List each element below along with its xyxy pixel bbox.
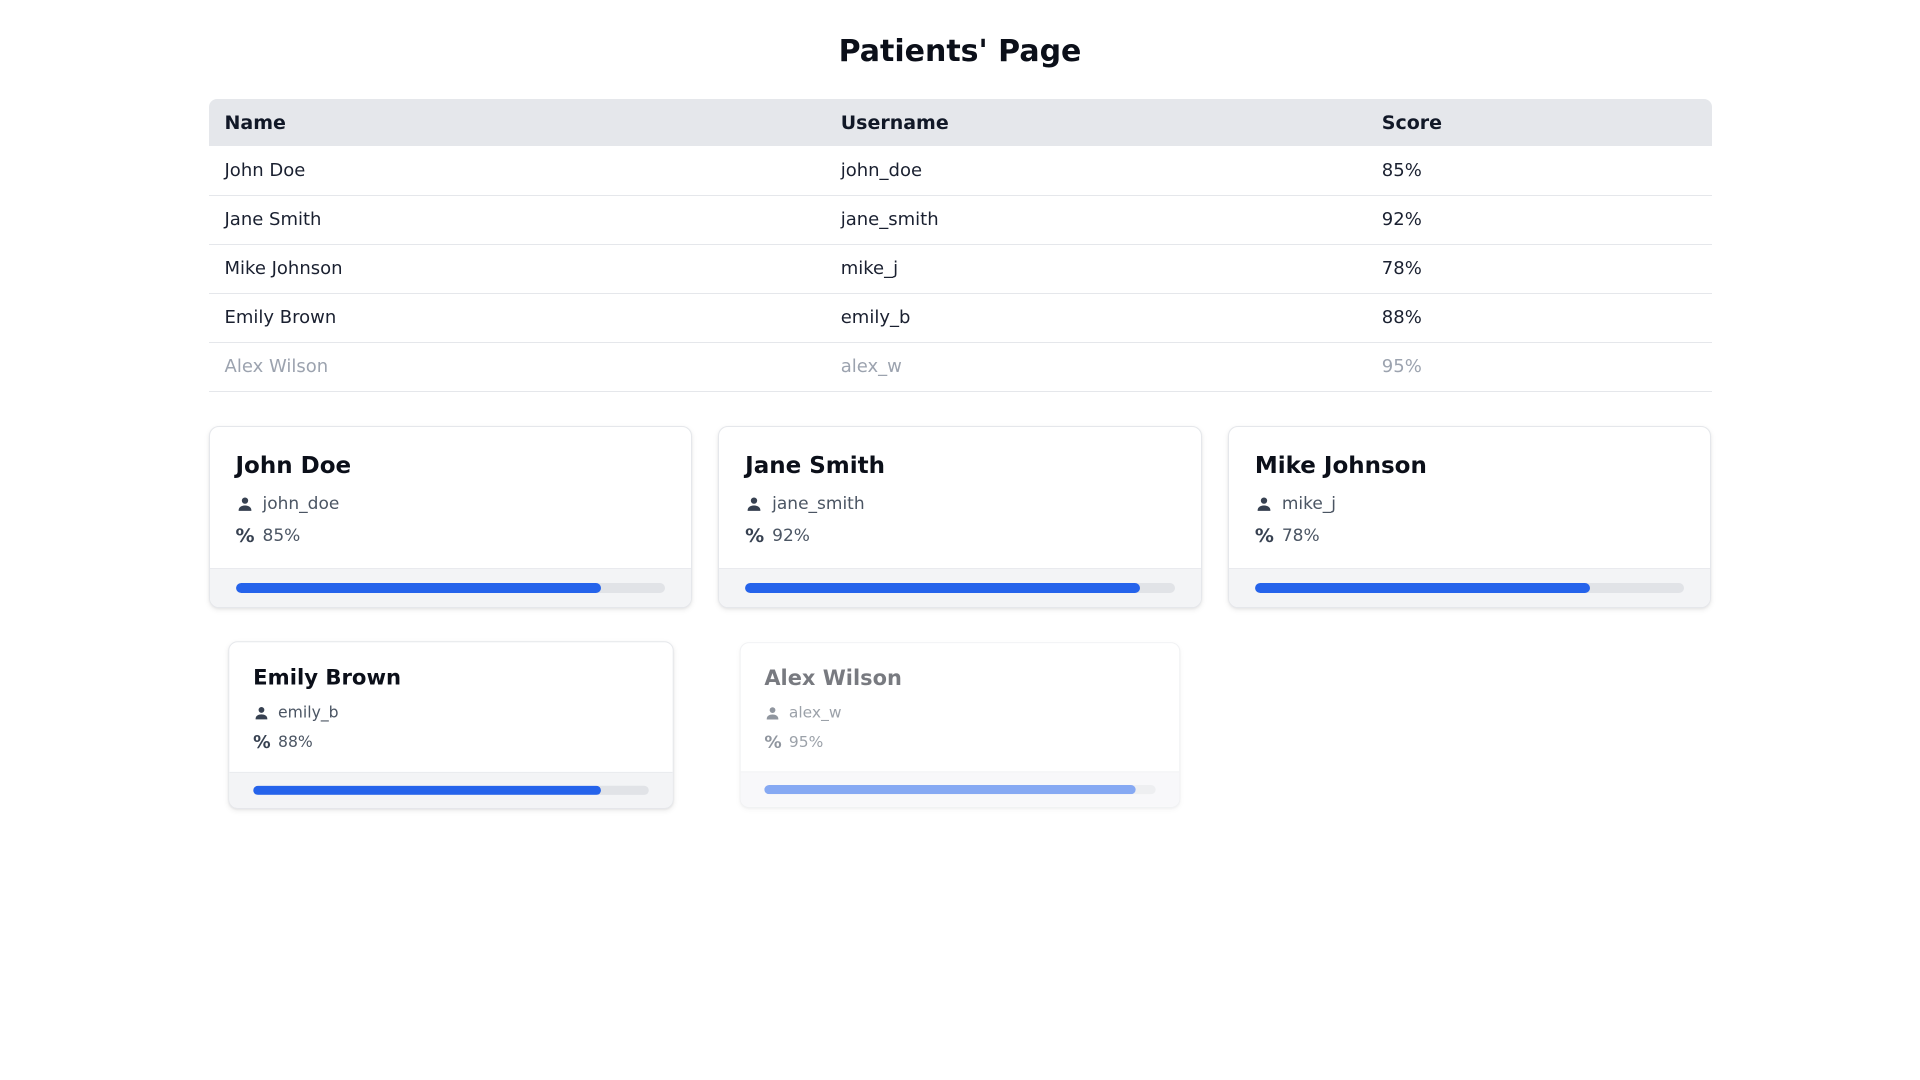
user-icon bbox=[745, 495, 763, 513]
card-progress-section bbox=[209, 567, 692, 607]
progress-bar-track bbox=[764, 784, 1156, 794]
patient-card[interactable]: Emily Brown emily_b % 88% bbox=[227, 640, 673, 809]
table-header-row: Name Username Score bbox=[208, 99, 1712, 146]
table-row[interactable]: Emily Brown emily_b 88% bbox=[208, 293, 1712, 343]
cell-score: 95% bbox=[1365, 342, 1712, 392]
cell-name: Alex Wilson bbox=[208, 342, 825, 392]
cell-username: mike_j bbox=[824, 244, 1366, 294]
percent-icon: % bbox=[1254, 524, 1274, 547]
card-score: 78% bbox=[1281, 525, 1320, 546]
card-username-row: john_doe bbox=[236, 494, 666, 514]
progress-bar-fill bbox=[764, 784, 1136, 794]
card-patient-name: Jane Smith bbox=[745, 452, 885, 479]
user-icon bbox=[764, 704, 780, 720]
percent-icon: % bbox=[764, 731, 782, 752]
card-score-row: % 88% bbox=[253, 732, 648, 752]
cell-username: emily_b bbox=[824, 293, 1366, 343]
table-row[interactable]: John Doe john_doe 85% bbox=[208, 146, 1712, 196]
card-username: mike_j bbox=[1281, 493, 1337, 514]
progress-bar-track bbox=[252, 785, 648, 795]
progress-bar-fill bbox=[1254, 582, 1590, 593]
card-score: 85% bbox=[262, 525, 301, 546]
card-score-row: % 92% bbox=[745, 525, 1175, 547]
card-score: 88% bbox=[277, 732, 313, 752]
card-username: john_doe bbox=[262, 493, 340, 514]
patient-card-body: Alex Wilson alex_w % 95% bbox=[741, 643, 1179, 771]
progress-bar-fill bbox=[235, 582, 601, 593]
card-username: alex_w bbox=[789, 703, 842, 722]
column-header-score: Score bbox=[1365, 99, 1712, 146]
progress-bar-fill bbox=[745, 582, 1141, 593]
patient-card[interactable]: Mike Johnson mike_j % 78% bbox=[1227, 425, 1712, 608]
patient-card-body: Jane Smith jane_smith % 92% bbox=[719, 427, 1201, 568]
card-patient-name: John Doe bbox=[235, 452, 352, 479]
cell-username: jane_smith bbox=[824, 195, 1366, 245]
page-title: Patients' Page bbox=[838, 34, 1082, 69]
card-username-row: jane_smith bbox=[745, 494, 1175, 514]
card-score-row: % 95% bbox=[764, 732, 1155, 752]
cell-username: alex_w bbox=[824, 342, 1366, 392]
card-progress-section bbox=[228, 771, 672, 808]
patient-card-body: John Doe john_doe % 85% bbox=[210, 427, 692, 568]
column-header-name: Name bbox=[208, 99, 825, 146]
table-row[interactable]: Alex Wilson alex_w 95% bbox=[208, 342, 1712, 392]
progress-bar-track bbox=[745, 582, 1175, 593]
card-score: 95% bbox=[789, 732, 824, 751]
card-score-row: % 78% bbox=[1255, 525, 1685, 547]
patient-card[interactable]: John Doe john_doe % 85% bbox=[208, 425, 693, 608]
table-row[interactable]: Mike Johnson mike_j 78% bbox=[208, 244, 1712, 294]
card-progress-section bbox=[1228, 567, 1711, 607]
patients-table: Name Username Score John Doe john_doe 85… bbox=[208, 99, 1712, 392]
user-icon bbox=[253, 704, 270, 721]
card-score-row: % 85% bbox=[236, 525, 666, 547]
cell-score: 78% bbox=[1365, 244, 1712, 294]
cell-username: john_doe bbox=[824, 146, 1366, 196]
patients-page: Patients' Page Name Username Score John … bbox=[208, 0, 1712, 816]
card-patient-name: Alex Wilson bbox=[764, 666, 903, 690]
patient-card-body: Mike Johnson mike_j % 78% bbox=[1229, 427, 1711, 568]
card-username-row: emily_b bbox=[253, 703, 648, 722]
patient-cards-grid: John Doe john_doe % 85% Ja bbox=[208, 425, 1712, 816]
card-progress-section bbox=[740, 770, 1180, 807]
progress-bar-track bbox=[235, 582, 666, 593]
patient-card-body: Emily Brown emily_b % 88% bbox=[229, 642, 672, 772]
percent-icon: % bbox=[745, 524, 765, 547]
cell-score: 85% bbox=[1365, 146, 1712, 196]
card-username: jane_smith bbox=[772, 493, 865, 514]
patient-card[interactable]: Jane Smith jane_smith % 92% bbox=[718, 425, 1202, 608]
percent-icon: % bbox=[235, 524, 255, 547]
card-username-row: alex_w bbox=[764, 704, 1155, 722]
cell-name: Mike Johnson bbox=[208, 244, 825, 294]
column-header-username: Username bbox=[824, 99, 1366, 146]
card-patient-name: Emily Brown bbox=[252, 665, 401, 690]
table-row[interactable]: Jane Smith jane_smith 92% bbox=[208, 195, 1712, 245]
cell-name: Emily Brown bbox=[208, 293, 825, 343]
card-progress-section bbox=[719, 567, 1201, 607]
progress-bar-track bbox=[1254, 582, 1685, 593]
cell-score: 92% bbox=[1365, 195, 1712, 245]
card-score: 92% bbox=[772, 525, 810, 546]
user-icon bbox=[1255, 495, 1273, 513]
cell-name: John Doe bbox=[208, 146, 825, 196]
patient-card[interactable]: Alex Wilson alex_w % 95% bbox=[739, 641, 1181, 808]
card-username-row: mike_j bbox=[1255, 494, 1685, 514]
cell-name: Jane Smith bbox=[208, 195, 825, 245]
progress-bar-fill bbox=[252, 785, 601, 795]
card-username: emily_b bbox=[277, 703, 339, 722]
cell-score: 88% bbox=[1365, 293, 1712, 343]
card-patient-name: Mike Johnson bbox=[1254, 452, 1427, 479]
percent-icon: % bbox=[252, 731, 271, 753]
user-icon bbox=[236, 495, 254, 513]
